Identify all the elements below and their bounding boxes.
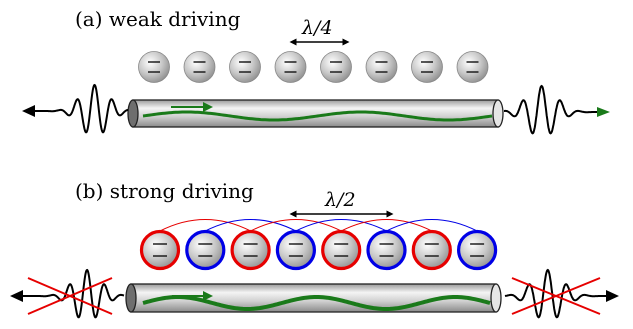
panel-a-spacing-label: λ/4 <box>301 17 333 39</box>
atom <box>365 51 398 83</box>
panel-b-left-cross <box>27 277 113 315</box>
atom <box>411 51 443 83</box>
panel-a: (a) weak driving λ/4 <box>30 7 610 135</box>
panel-a-guided-wave <box>142 110 493 122</box>
panel-b-right-cross <box>511 277 601 315</box>
panel-a-right-green-arrowhead <box>597 107 610 117</box>
panel-a-left-wavepacket <box>30 83 129 134</box>
panel-b-atoms <box>139 229 498 271</box>
panel-a-left-arrowhead <box>22 105 35 117</box>
panel-a-right-wavepacket <box>504 84 600 135</box>
atom <box>275 229 316 271</box>
atom <box>230 229 271 271</box>
panel-b-label: (b) strong driving <box>75 179 254 203</box>
panel-b-spacing-label: λ/2 <box>324 189 356 211</box>
atom <box>274 51 307 83</box>
atom <box>457 229 498 271</box>
atom <box>185 229 226 271</box>
atom <box>456 51 489 83</box>
atom <box>320 51 352 83</box>
atom <box>139 229 181 271</box>
coupling-arc <box>250 219 342 232</box>
panel-b-waveguide <box>125 283 502 313</box>
panel-b-right-arrowhead <box>606 290 619 302</box>
atom <box>321 229 362 271</box>
panel-b-left-wavepacket <box>22 268 125 319</box>
atom <box>229 51 261 83</box>
panel-b: (b) strong driving λ/2 <box>22 179 606 319</box>
coupling-arc <box>340 219 433 232</box>
panel-b-coupling-arcs <box>159 219 478 232</box>
atom <box>138 51 170 83</box>
panel-a-atoms <box>138 51 489 83</box>
atom <box>366 229 407 271</box>
panel-a-label: (a) weak driving <box>75 7 241 31</box>
atom <box>411 229 452 271</box>
panel-b-left-arrowhead <box>10 290 23 302</box>
coupling-arc <box>159 219 251 232</box>
coupling-arc <box>205 219 297 232</box>
panel-b-guided-wave <box>142 295 491 311</box>
panel-a-waveguide <box>127 99 504 128</box>
coupling-arc <box>295 219 387 232</box>
coupling-arc <box>386 219 478 232</box>
atom <box>183 51 216 83</box>
